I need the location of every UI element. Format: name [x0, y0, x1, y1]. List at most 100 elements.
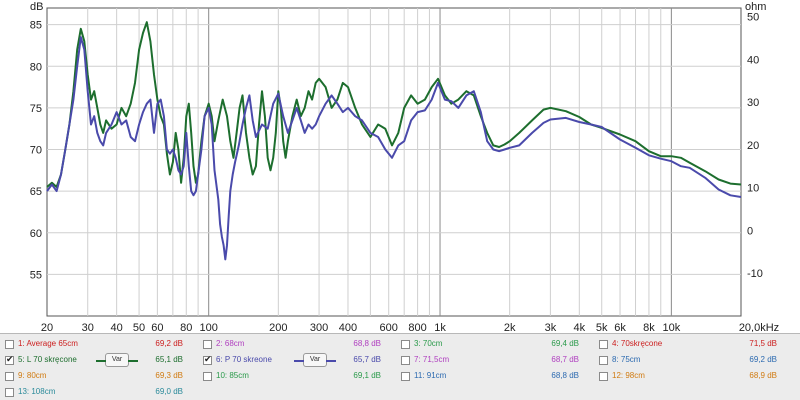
y-tick-label: 80 — [30, 61, 42, 73]
x-tick-label: 60 — [151, 322, 163, 332]
y-tick-label: 75 — [30, 103, 42, 115]
x-tick-label: 800 — [408, 322, 426, 332]
legend-entry: ✔ 6: P 70 skreone Var 65,7 dB — [203, 352, 395, 368]
legend-entry: 10: 85cm 69,1 dB — [203, 368, 395, 384]
legend-entry: 1: Average 65cm 69,2 dB — [5, 336, 197, 352]
axes: 55 60 65 70 75 80 85 -10 0 10 20 30 40 50 20 30 40 50 60 80… — [30, 12, 779, 332]
legend-checkbox[interactable] — [401, 356, 410, 365]
legend-panel: 1: Average 65cm 69,2 dB 2: 68cm 68,8 dB 3: 7… — [0, 333, 800, 400]
legend-value: 69,1 dB — [353, 371, 381, 380]
y2-tick-label: 20 — [747, 140, 759, 152]
y-axis-label: dB — [30, 1, 43, 13]
x-tick-label: 40 — [111, 322, 123, 332]
legend-label: 12: 98cm — [612, 371, 645, 380]
var-button-label: Var — [309, 356, 321, 363]
x-tick-label: 6k — [614, 322, 626, 332]
legend-entry: 9: 80cm 69,3 dB — [5, 368, 197, 384]
legend-checkbox[interactable] — [599, 340, 608, 349]
checkmark-icon: ✔ — [6, 354, 14, 364]
y2-tick-label: -10 — [747, 268, 763, 280]
legend-checkbox[interactable] — [401, 340, 410, 349]
x-tick-label: 50 — [133, 322, 145, 332]
x-tick-label: 20,0kHz — [739, 322, 779, 332]
grid — [47, 8, 741, 316]
x-tick-label: 80 — [180, 322, 192, 332]
legend-checkbox[interactable] — [5, 388, 14, 397]
y2-tick-label: 30 — [747, 97, 759, 109]
legend-entry: 8: 75cm 69,2 dB — [599, 352, 791, 368]
legend-checkbox[interactable] — [5, 372, 14, 381]
series-group — [46, 21, 742, 261]
legend-line-swatch — [326, 360, 336, 362]
y2-tick-label: 40 — [747, 54, 759, 66]
legend-checkbox[interactable] — [401, 372, 410, 381]
legend-label: 10: 85cm — [216, 371, 249, 380]
legend-label: 8: 75cm — [612, 355, 641, 364]
legend-entry: 12: 98cm 68,9 dB — [599, 368, 791, 384]
legend-value: 68,7 dB — [551, 355, 579, 364]
y2-tick-label: 50 — [747, 12, 759, 24]
legend-label: 13: 108cm — [18, 387, 56, 396]
legend-checkbox[interactable]: ✔ — [203, 354, 212, 365]
y2-axis-label: ohm — [745, 1, 766, 13]
legend-label: 2: 68cm — [216, 339, 245, 348]
legend-value: 69,2 dB — [749, 355, 777, 364]
series-line-2 — [46, 36, 742, 261]
y-tick-label: 60 — [30, 228, 42, 240]
legend-checkbox[interactable]: ✔ — [5, 354, 14, 365]
legend-entry: 13: 108cm 69,0 dB — [5, 384, 197, 400]
legend-checkbox[interactable] — [5, 340, 14, 349]
legend-label: 6: P 70 skreone — [216, 355, 272, 364]
legend-label: 1: Average 65cm — [18, 339, 78, 348]
legend-value: 69,4 dB — [551, 339, 579, 348]
checkmark-icon: ✔ — [204, 354, 212, 364]
x-tick-label: 4k — [573, 322, 585, 332]
x-tick-label: 600 — [380, 322, 398, 332]
y2-tick-label: 10 — [747, 183, 759, 195]
legend-checkbox[interactable] — [203, 340, 212, 349]
x-tick-label: 5k — [596, 322, 608, 332]
x-tick-label: 1k — [434, 322, 446, 332]
legend-entry: 2: 68cm 68,8 dB — [203, 336, 395, 352]
legend-checkbox[interactable] — [599, 372, 608, 381]
legend-value: 71,5 dB — [749, 339, 777, 348]
legend-entry: 7: 71,5cm 68,7 dB — [401, 352, 593, 368]
legend-checkbox[interactable] — [203, 372, 212, 381]
legend-value: 69,0 dB — [155, 387, 183, 396]
legend-line-swatch — [128, 360, 138, 362]
plot-area — [46, 7, 742, 317]
legend-value: 69,2 dB — [155, 339, 183, 348]
x-tick-label: 10k — [662, 322, 680, 332]
legend-value: 68,8 dB — [353, 339, 381, 348]
var-button[interactable]: Var — [96, 353, 138, 367]
legend-line-swatch — [96, 360, 106, 362]
x-tick-label: 3k — [545, 322, 557, 332]
frequency-response-chart: 55 60 65 70 75 80 85 -10 0 10 20 30 40 50 20 30 40 50 60 80… — [30, 1, 779, 332]
var-button[interactable]: Var — [294, 353, 336, 367]
legend-value: 68,9 dB — [749, 371, 777, 380]
x-tick-label: 400 — [339, 322, 357, 332]
x-tick-label: 8k — [643, 322, 655, 332]
x-tick-label: 20 — [41, 322, 53, 332]
legend-label: 4: 70skręcone — [612, 339, 663, 348]
legend-checkbox[interactable] — [599, 356, 608, 365]
legend-label: 5: L 70 skręcone — [18, 355, 77, 364]
y2-tick-label: 0 — [747, 225, 753, 237]
legend-entry: 11: 91cm 68,8 dB — [401, 368, 593, 384]
y-tick-label: 70 — [30, 145, 42, 157]
x-tick-label: 30 — [82, 322, 94, 332]
legend-label: 7: 71,5cm — [414, 355, 450, 364]
x-tick-label: 100 — [200, 322, 218, 332]
legend-entry: 3: 70cm 69,4 dB — [401, 336, 593, 352]
x-tick-label: 300 — [310, 322, 328, 332]
series-line-1 — [46, 21, 742, 188]
legend-label: 9: 80cm — [18, 371, 47, 380]
legend-label: 11: 91cm — [414, 371, 447, 380]
legend-entry: ✔ 5: L 70 skręcone Var 65,1 dB — [5, 352, 197, 368]
x-tick-label: 2k — [504, 322, 516, 332]
legend-value: 68,8 dB — [551, 371, 579, 380]
y-tick-label: 55 — [30, 269, 42, 281]
x-tick-label: 200 — [269, 322, 287, 332]
var-button-label: Var — [111, 356, 123, 363]
legend-value: 69,3 dB — [155, 371, 183, 380]
